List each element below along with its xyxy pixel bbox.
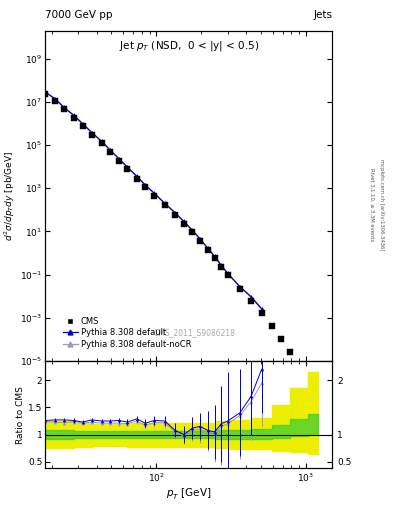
Pythia 8.308 default-noCR — [173, 210, 177, 216]
CMS — [53, 98, 57, 104]
Pythia 8.308 default-noCR — [108, 147, 112, 153]
Pythia 8.308 default-noCR — [134, 174, 139, 180]
Pythia 8.308 default-noCR — [53, 96, 57, 102]
Pythia 8.308 default-noCR — [205, 245, 210, 251]
Pythia 8.308 default-noCR — [237, 284, 242, 290]
CMS — [99, 140, 104, 146]
Text: Rivet 3.1.10, ≥ 3.3M events: Rivet 3.1.10, ≥ 3.3M events — [369, 168, 375, 242]
Pythia 8.308 default — [125, 164, 130, 170]
Pythia 8.308 default-noCR — [225, 271, 230, 277]
Pythia 8.308 default-noCR — [152, 190, 157, 197]
Text: Jet $p_T$ (NSD,  0 < |y| < 0.5): Jet $p_T$ (NSD, 0 < |y| < 0.5) — [119, 39, 259, 53]
CMS — [72, 115, 76, 121]
CMS — [90, 132, 94, 138]
Pythia 8.308 default — [143, 182, 147, 188]
CMS — [163, 202, 167, 208]
Legend: CMS, Pythia 8.308 default, Pythia 8.308 default-noCR: CMS, Pythia 8.308 default, Pythia 8.308 … — [61, 315, 193, 350]
X-axis label: $p_T^{}$ [GeV]: $p_T^{}$ [GeV] — [166, 486, 211, 501]
Line: Pythia 8.308 default-noCR: Pythia 8.308 default-noCR — [43, 90, 264, 312]
Text: Jets: Jets — [313, 10, 332, 20]
Pythia 8.308 default — [259, 306, 264, 312]
CMS — [297, 365, 302, 371]
Pythia 8.308 default — [212, 253, 217, 260]
CMS — [259, 310, 264, 316]
CMS — [182, 221, 186, 227]
Line: CMS: CMS — [42, 91, 310, 394]
Pythia 8.308 default-noCR — [259, 306, 264, 312]
CMS — [134, 176, 139, 182]
Pythia 8.308 default-noCR — [249, 294, 253, 300]
Pythia 8.308 default — [173, 209, 177, 216]
CMS — [143, 183, 147, 189]
Y-axis label: $d^2\sigma/dp_Tdy$ [pb/GeV]: $d^2\sigma/dp_Tdy$ [pb/GeV] — [3, 151, 17, 241]
CMS — [288, 349, 293, 355]
Pythia 8.308 default — [190, 227, 195, 233]
Pythia 8.308 default — [152, 190, 157, 197]
CMS — [198, 238, 202, 244]
Pythia 8.308 default — [219, 262, 224, 268]
Pythia 8.308 default — [182, 219, 186, 225]
Pythia 8.308 default — [163, 200, 167, 206]
Pythia 8.308 default — [99, 138, 104, 144]
CMS — [225, 272, 230, 279]
Pythia 8.308 default-noCR — [80, 121, 85, 127]
Pythia 8.308 default-noCR — [125, 164, 130, 170]
Text: 7000 GeV pp: 7000 GeV pp — [45, 10, 113, 20]
Pythia 8.308 default — [198, 236, 202, 242]
CMS — [212, 255, 217, 262]
Pythia 8.308 default — [225, 270, 230, 276]
CMS — [173, 211, 177, 218]
Pythia 8.308 default — [61, 104, 66, 110]
Pythia 8.308 default-noCR — [212, 254, 217, 260]
CMS — [219, 264, 224, 270]
Text: mcplots.cern.ch [arXiv:1306.3436]: mcplots.cern.ch [arXiv:1306.3436] — [379, 159, 384, 250]
CMS — [279, 336, 284, 343]
Pythia 8.308 default-noCR — [163, 201, 167, 207]
Pythia 8.308 default — [90, 130, 94, 136]
Line: Pythia 8.308 default: Pythia 8.308 default — [43, 90, 264, 311]
Pythia 8.308 default — [134, 173, 139, 179]
CMS — [116, 158, 121, 164]
CMS — [61, 106, 66, 113]
Pythia 8.308 default-noCR — [190, 227, 195, 233]
Pythia 8.308 default-noCR — [99, 139, 104, 145]
Y-axis label: Ratio to CMS: Ratio to CMS — [16, 386, 25, 444]
Pythia 8.308 default-noCR — [43, 89, 48, 95]
Pythia 8.308 default — [80, 120, 85, 126]
Pythia 8.308 default — [237, 284, 242, 290]
Text: CMS_2011_S9086218: CMS_2011_S9086218 — [153, 328, 235, 337]
Pythia 8.308 default — [43, 89, 48, 95]
Pythia 8.308 default — [53, 96, 57, 102]
CMS — [205, 247, 210, 253]
Pythia 8.308 default — [205, 245, 210, 251]
Pythia 8.308 default — [116, 156, 121, 162]
Pythia 8.308 default — [72, 112, 76, 118]
Pythia 8.308 default-noCR — [61, 104, 66, 111]
CMS — [108, 149, 112, 155]
CMS — [305, 388, 310, 394]
Pythia 8.308 default-noCR — [219, 263, 224, 269]
Pythia 8.308 default — [108, 147, 112, 153]
Pythia 8.308 default-noCR — [72, 113, 76, 119]
CMS — [43, 91, 48, 97]
Pythia 8.308 default — [249, 293, 253, 300]
CMS — [237, 286, 242, 292]
CMS — [270, 323, 274, 329]
CMS — [190, 229, 195, 236]
CMS — [125, 166, 130, 172]
CMS — [249, 297, 253, 304]
Pythia 8.308 default-noCR — [90, 130, 94, 136]
Pythia 8.308 default-noCR — [198, 237, 202, 243]
Pythia 8.308 default-noCR — [116, 156, 121, 162]
Pythia 8.308 default-noCR — [182, 219, 186, 225]
Pythia 8.308 default-noCR — [143, 182, 147, 188]
CMS — [152, 193, 157, 199]
CMS — [80, 122, 85, 129]
